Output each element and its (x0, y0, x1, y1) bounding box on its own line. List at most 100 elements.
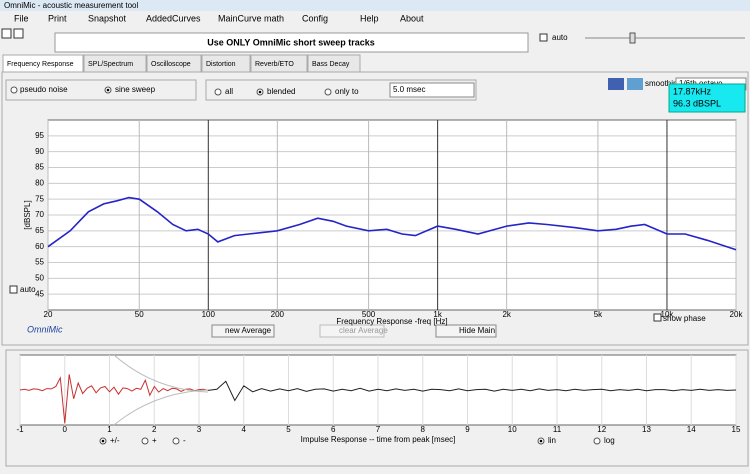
x-tick-label: 13 (642, 425, 651, 434)
x-tick-label: 7 (376, 425, 381, 434)
radio-dot (258, 90, 262, 94)
radio-dot (106, 88, 110, 92)
checkbox-label: show phase (663, 314, 706, 323)
menu-item[interactable]: MainCurve math (218, 13, 284, 23)
y-tick-label: 95 (35, 131, 44, 140)
y-tick-label: 55 (35, 258, 44, 267)
button[interactable] (435, 324, 497, 338)
menu-item[interactable]: Help (360, 13, 379, 23)
icon (627, 78, 643, 90)
x-tick-label: 11 (553, 425, 562, 434)
x-tick-label: 2k (502, 310, 511, 319)
checkbox[interactable] (539, 33, 548, 42)
radio-dot (539, 439, 543, 443)
menu-item[interactable]: About (400, 13, 424, 23)
checkbox-label: auto (20, 285, 36, 294)
data-line (19, 374, 209, 424)
radio-label: pseudo noise (20, 85, 68, 94)
slider-thumb[interactable] (629, 32, 636, 44)
data-line (207, 380, 737, 402)
radio[interactable] (214, 88, 222, 96)
button[interactable] (319, 324, 385, 338)
menu-item[interactable]: AddedCurves (146, 13, 201, 23)
checkbox[interactable] (9, 285, 18, 294)
title-bar (0, 0, 750, 11)
x-axis-label: Frequency Response -freq [Hz] (336, 317, 447, 326)
radio-label: all (225, 87, 233, 96)
x-tick-label: 0 (63, 425, 68, 434)
radio-label: - (183, 436, 186, 445)
radio[interactable] (593, 437, 601, 445)
data-line (47, 196, 737, 251)
radio[interactable] (141, 437, 149, 445)
x-tick-label: 14 (687, 425, 696, 434)
y-tick-label: 65 (35, 226, 44, 235)
window-title: OmniMic - acoustic measurement tool (4, 1, 138, 10)
y-tick-label: 60 (35, 242, 44, 251)
radio-label: blended (267, 87, 295, 96)
y-tick-label: 75 (35, 194, 44, 203)
y-tick-label: 80 (35, 178, 44, 187)
button-label: new Average (225, 326, 272, 335)
banner: Use ONLY OmniMic short sweep tracks (207, 37, 375, 47)
radio-label: sine sweep (115, 85, 156, 94)
brand-label: OmniMic (27, 324, 63, 334)
x-tick-label: 100 (202, 310, 216, 319)
smoothing-label: smoothing (645, 79, 682, 88)
menu-item[interactable]: File (14, 13, 29, 23)
x-tick-label: 10 (508, 425, 517, 434)
x-tick-label: 5 (286, 425, 291, 434)
tab-label: Bass Decay (312, 61, 350, 68)
x-tick-label: 4 (242, 425, 247, 434)
y-axis-label: [dBSPL] (23, 200, 32, 229)
x-tick-label: 5k (594, 310, 603, 319)
radio[interactable] (324, 88, 332, 96)
window-curve (113, 354, 208, 426)
tab-label: Reverb/ETO (255, 61, 294, 68)
menu-item[interactable]: Print (48, 13, 67, 23)
cursor-readout (668, 83, 746, 113)
input-value: 5.0 msec (393, 85, 425, 94)
tab-label: SPL/Spectrum (88, 61, 133, 68)
x-tick-label: 2 (152, 425, 157, 434)
icon-button[interactable] (1, 28, 12, 39)
button-label: clear Average (339, 326, 388, 335)
x-tick-label: 6 (331, 425, 336, 434)
cursor-level: 96.3 dBSPL (673, 98, 721, 108)
tab-label: Oscilloscope (151, 61, 191, 68)
y-tick-label: 70 (35, 210, 44, 219)
x-tick-label: 20k (730, 310, 744, 319)
tab-strip: Frequency Response SPL/Spectrum Oscillosco… (2, 54, 361, 73)
tab-label: Distortion (206, 61, 236, 68)
radio-label: only to (335, 87, 359, 96)
text-input[interactable] (389, 82, 475, 98)
tab-label: Frequency Response (7, 61, 74, 68)
checkbox[interactable] (653, 313, 662, 322)
cursor-freq: 17.87kHz (673, 86, 712, 96)
x-tick-label: 20 (44, 310, 53, 319)
button-label: Hide Main (459, 326, 495, 335)
radio-label: + (152, 436, 157, 445)
x-tick-label: 50 (135, 310, 144, 319)
y-tick-label: 50 (35, 273, 44, 282)
x-tick-label: 15 (732, 425, 741, 434)
menu-item[interactable]: Config (302, 13, 328, 23)
y-tick-label: 45 (35, 289, 44, 298)
group-box (5, 79, 197, 101)
radio-label: +/- (110, 436, 120, 445)
button[interactable] (211, 324, 275, 338)
icon (608, 78, 624, 90)
menu-bar: File Print Snapshot AddedCurves MainCurv… (14, 13, 424, 23)
radio[interactable] (172, 437, 180, 445)
x-tick-label: 3 (197, 425, 202, 434)
icon-button[interactable] (13, 28, 24, 39)
y-tick-label: 85 (35, 163, 44, 172)
checkbox-label: auto (552, 33, 568, 42)
x-tick-label: 9 (465, 425, 470, 434)
menu-item[interactable]: Snapshot (88, 13, 127, 23)
radio[interactable] (10, 86, 18, 94)
y-tick-label: 90 (35, 147, 44, 156)
x-tick-label: 500 (362, 310, 376, 319)
banner-box (54, 32, 529, 53)
